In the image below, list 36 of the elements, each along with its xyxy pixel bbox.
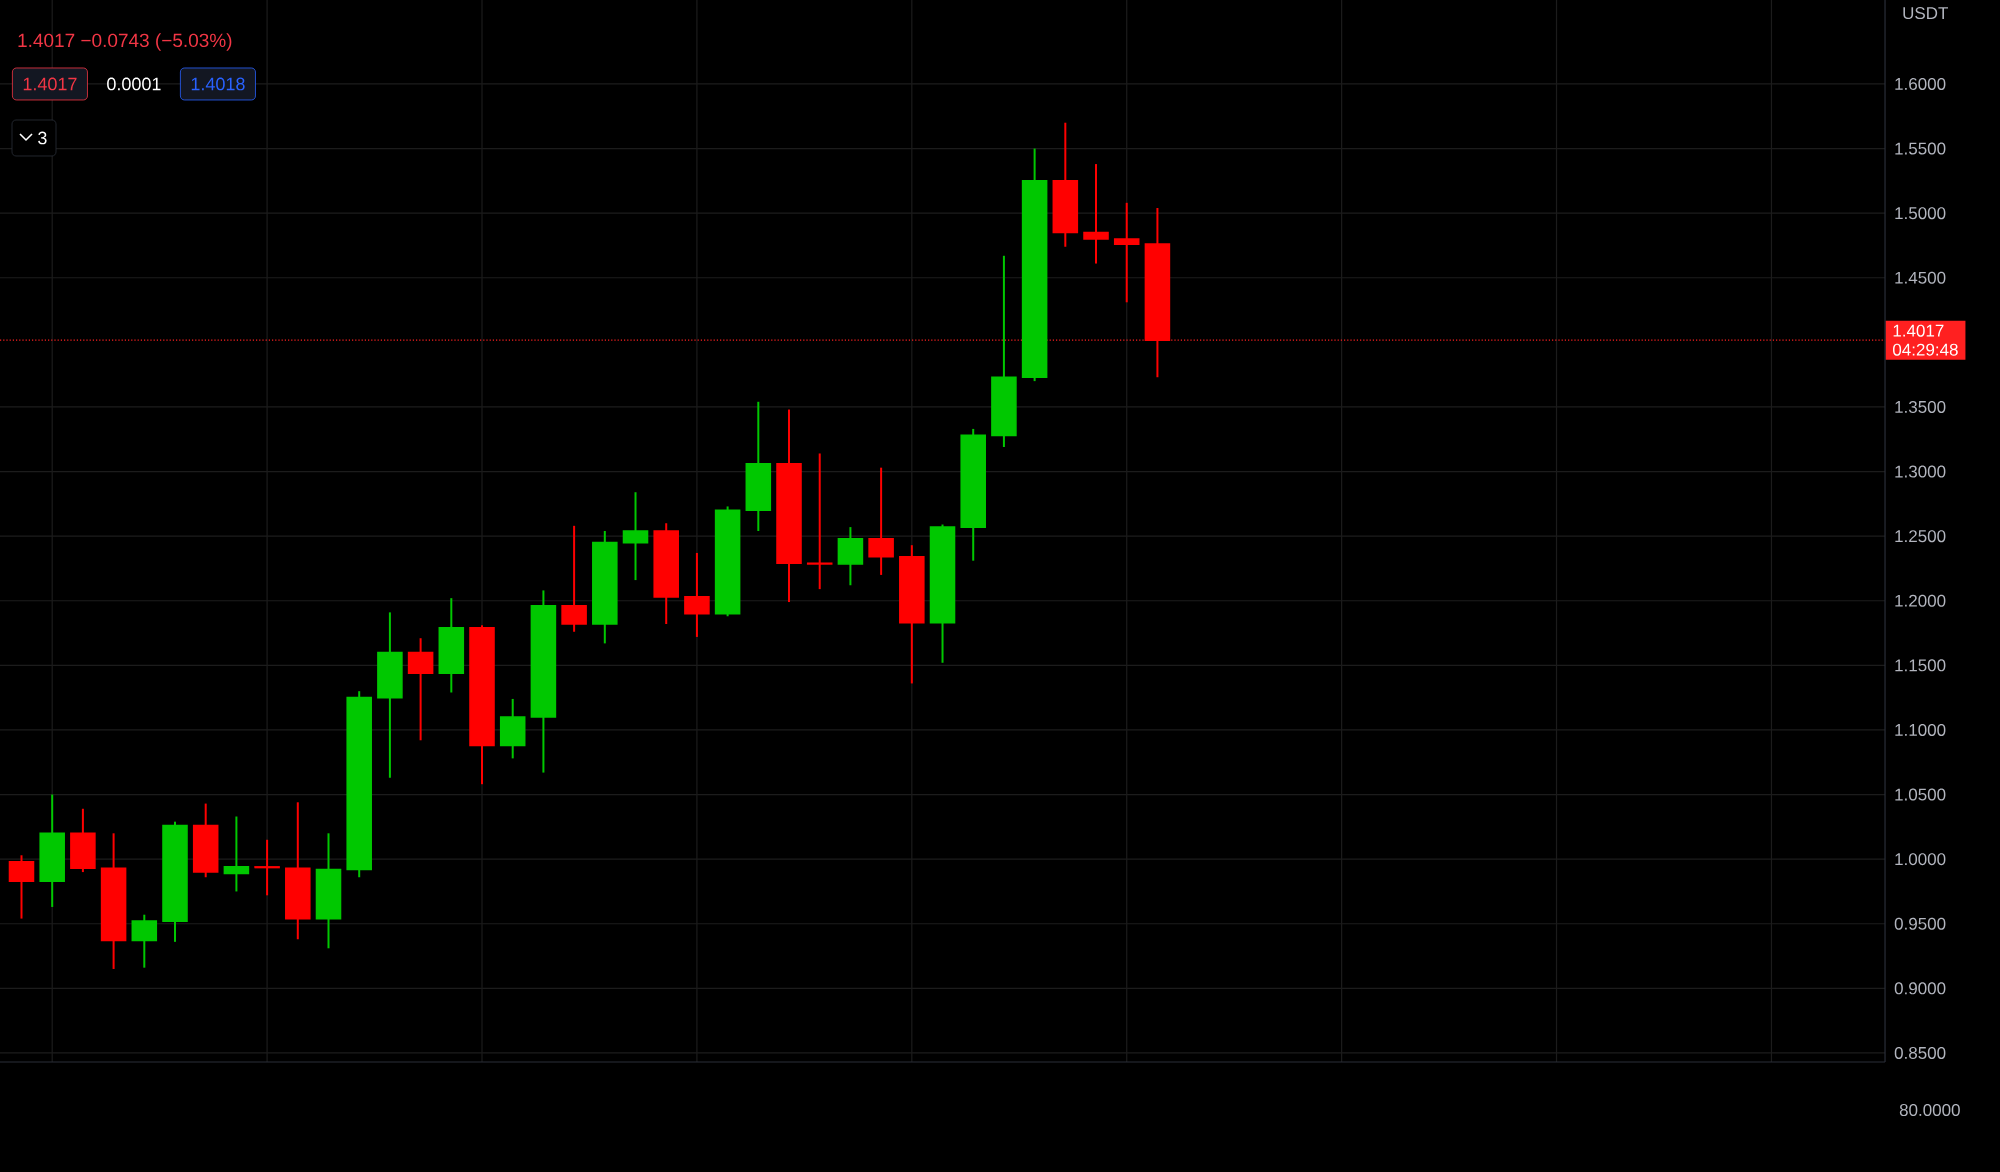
y-tick-label: 0.8500 <box>1894 1046 1946 1059</box>
y-tick-label: 1.3500 <box>1895 400 1946 413</box>
y-axis-title: USDT <box>1903 7 1948 20</box>
text: 80.0000 <box>1899 1104 1960 1117</box>
y-tick-label: 1.1500 <box>1895 659 1946 672</box>
candlestick <box>131 913 158 969</box>
candlestick <box>1083 163 1109 265</box>
candlestick <box>8 854 35 920</box>
annotation: 3 <box>38 131 47 145</box>
annotation: 1.4017 <box>23 77 77 91</box>
candlestick <box>868 466 894 576</box>
y-tick-label: 1.4500 <box>1895 271 1946 284</box>
annotation: 1.4018 <box>191 77 245 91</box>
candlestick <box>407 637 434 742</box>
y-tick-label: 0.9500 <box>1894 917 1946 930</box>
candlestick <box>1113 201 1140 304</box>
candlestick <box>806 452 833 591</box>
candlestick <box>561 524 587 633</box>
y-tick-label: 1.6000 <box>1895 77 1946 90</box>
y-tick-label: 1.5500 <box>1895 142 1946 155</box>
y-tick-label: 1.0500 <box>1895 788 1946 801</box>
text: 1.4017 −0.0743 (−5.03%) <box>18 33 232 51</box>
y-tick-label: 1.0000 <box>1895 853 1946 866</box>
y-tick-label: 1.1000 <box>1895 723 1946 736</box>
candlestick <box>622 491 649 582</box>
candlestick <box>684 551 710 638</box>
ref-line-label: 1.4017 <box>1893 324 1944 337</box>
y-tick-label: 1.3000 <box>1895 465 1946 478</box>
y-tick-label: 1.2000 <box>1895 594 1946 607</box>
y-tick-label: 1.2500 <box>1895 530 1946 543</box>
y-tick-label: 1.5000 <box>1895 207 1946 220</box>
candlestick <box>254 838 280 897</box>
annotation: 0.0001 <box>107 77 161 91</box>
text: 04:29:48 <box>1893 343 1958 356</box>
candlestick <box>223 815 250 893</box>
y-tick-label: 0.9000 <box>1894 982 1946 995</box>
